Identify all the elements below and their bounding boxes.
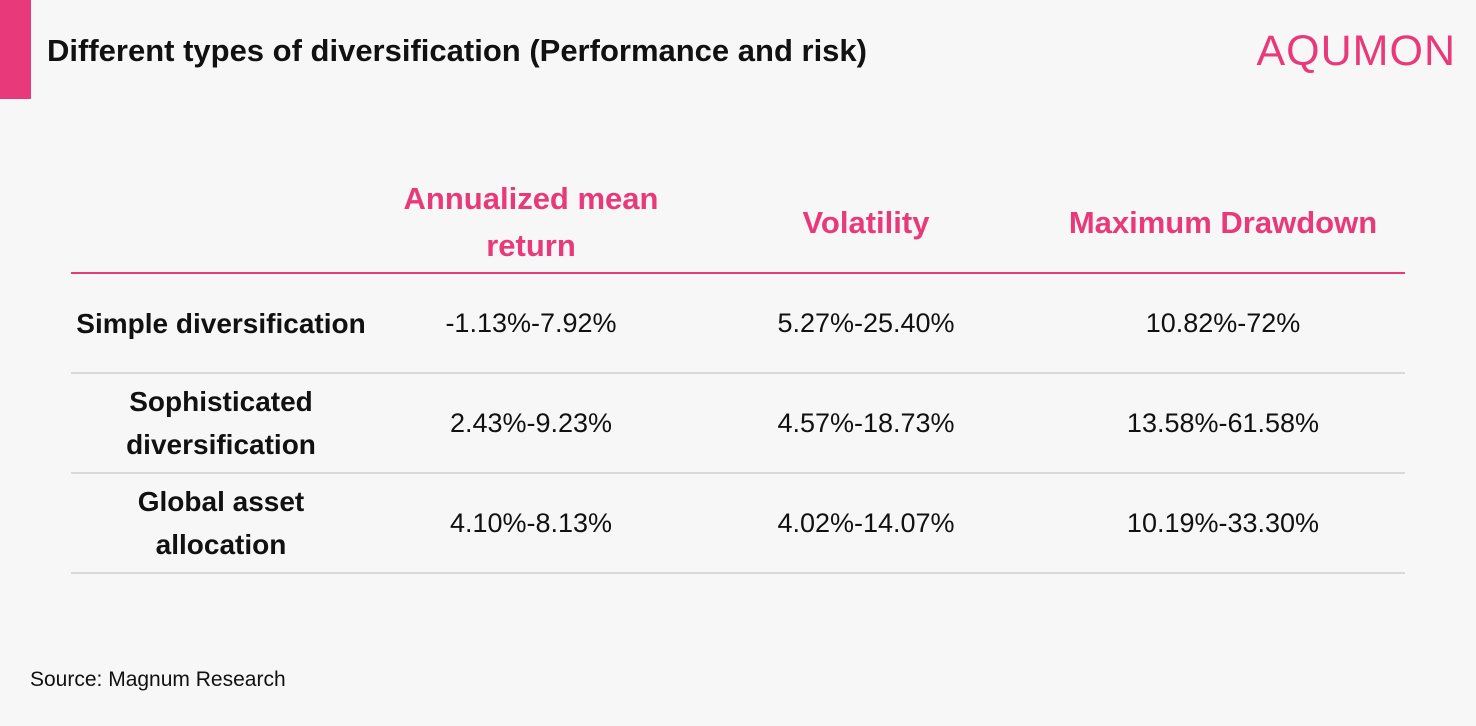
column-header-volatility: Volatility [802,204,930,240]
table-row: Sophisticated diversification 2.43%-9.23… [71,374,1405,474]
annualized-mean-return-value: -1.13%-7.92% [445,307,617,338]
maximum-drawdown-value: 13.58%-61.58% [1126,407,1320,438]
source-note: Source: Magnum Research [30,668,286,691]
annualized-mean-return-value: 2.43%-9.23% [449,407,613,438]
volatility-value: 5.27%-25.40% [777,307,955,338]
column-header-annualized-mean-return: Annualized mean return [403,181,659,263]
maximum-drawdown-value: 10.19%-33.30% [1126,507,1320,538]
table-header-row: Annualized mean return Volatility Maximu… [71,172,1405,274]
volatility-value: 4.57%-18.73% [777,407,955,438]
table-row: Simple diversification -1.13%-7.92% 5.27… [71,274,1405,374]
brand-logo: AQUMON [1256,27,1456,75]
volatility-value: 4.02%-14.07% [777,507,955,538]
maximum-drawdown-value: 10.82%-72% [1145,307,1301,338]
table-row: Global asset allocation 4.10%-8.13% 4.02… [71,474,1405,574]
column-header-maximum-drawdown: Maximum Drawdown [1068,204,1378,240]
annualized-mean-return-value: 4.10%-8.13% [449,507,613,538]
row-label: Sophisticated diversification [126,386,316,460]
page-title: Different types of diversification (Perf… [47,33,867,68]
row-label: Global asset allocation [137,486,305,560]
row-label: Simple diversification [76,307,366,339]
comparison-table: Annualized mean return Volatility Maximu… [71,172,1405,574]
accent-bar [0,0,31,99]
